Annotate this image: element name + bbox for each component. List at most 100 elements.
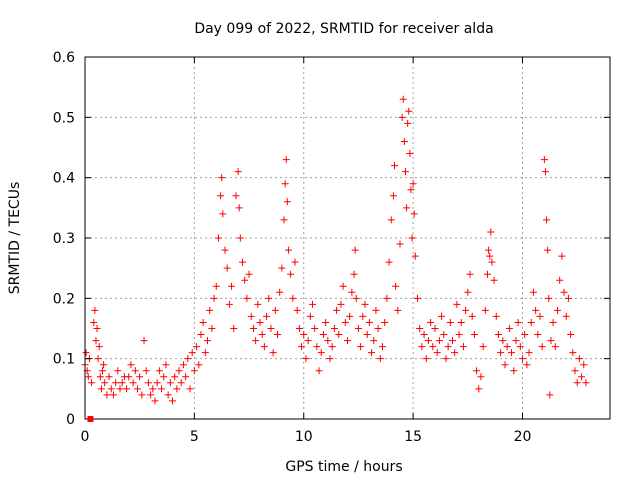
data-point xyxy=(287,270,295,278)
data-point xyxy=(394,306,402,314)
y-tick-label: 0.1 xyxy=(53,352,75,368)
data-point xyxy=(335,331,343,339)
data-point xyxy=(188,349,196,357)
data-point xyxy=(538,343,546,351)
data-point xyxy=(363,331,371,339)
data-point xyxy=(293,306,301,314)
data-point xyxy=(116,385,124,393)
data-point xyxy=(228,282,236,290)
data-point xyxy=(497,349,505,357)
x-tick-label: 0 xyxy=(81,429,90,445)
data-point xyxy=(197,331,205,339)
data-point xyxy=(136,373,144,381)
data-point xyxy=(440,331,448,339)
data-point xyxy=(269,349,277,357)
data-point xyxy=(455,331,463,339)
data-point xyxy=(144,379,152,387)
data-point xyxy=(223,264,231,272)
data-point xyxy=(322,318,330,326)
data-point xyxy=(309,300,316,308)
data-point xyxy=(427,318,435,326)
data-point xyxy=(317,349,325,357)
data-point xyxy=(534,331,542,339)
data-point xyxy=(252,337,260,345)
data-point xyxy=(324,337,332,345)
data-point xyxy=(514,318,522,326)
data-point xyxy=(195,361,203,369)
data-point xyxy=(406,150,414,158)
data-point xyxy=(88,379,96,387)
data-point xyxy=(442,355,450,363)
data-point xyxy=(521,331,529,339)
data-point xyxy=(201,349,209,357)
data-point xyxy=(328,343,336,351)
data-point xyxy=(339,282,347,290)
x-tick-label: 15 xyxy=(404,429,422,445)
data-point xyxy=(383,294,391,302)
y-tick-label: 0 xyxy=(66,412,75,428)
data-point xyxy=(138,391,146,399)
data-point xyxy=(326,355,334,363)
data-point xyxy=(392,282,400,290)
data-point xyxy=(422,355,430,363)
data-point xyxy=(92,337,100,345)
data-point xyxy=(221,246,229,254)
zero-point-marker xyxy=(87,416,94,422)
y-tick-label: 0.4 xyxy=(53,171,75,187)
data-point xyxy=(376,355,384,363)
data-point xyxy=(444,343,452,351)
data-point xyxy=(487,228,495,236)
data-point xyxy=(411,252,419,260)
data-point xyxy=(164,391,172,399)
data-point xyxy=(361,300,369,308)
data-point xyxy=(219,210,227,218)
data-point xyxy=(569,349,577,357)
data-point xyxy=(109,391,117,399)
data-point xyxy=(475,385,483,393)
data-point xyxy=(243,294,251,302)
data-point xyxy=(346,312,354,320)
data-point xyxy=(280,216,288,224)
data-point xyxy=(503,343,511,351)
data-point xyxy=(494,331,502,339)
data-point xyxy=(546,391,554,399)
data-point xyxy=(396,240,404,248)
data-point xyxy=(407,186,415,194)
data-point xyxy=(510,367,518,375)
data-point xyxy=(391,162,399,170)
data-point xyxy=(267,325,275,332)
x-tick-label: 5 xyxy=(190,429,199,445)
data-point xyxy=(545,294,553,302)
data-point xyxy=(179,361,187,369)
y-tick-label: 0.6 xyxy=(53,50,75,66)
data-point xyxy=(258,331,266,339)
data-point xyxy=(398,113,406,121)
data-point xyxy=(409,180,417,188)
data-point xyxy=(554,306,561,314)
data-point xyxy=(127,361,135,369)
data-point xyxy=(214,234,222,242)
data-point xyxy=(306,312,314,320)
data-point xyxy=(451,349,459,357)
data-point xyxy=(549,318,557,326)
data-point xyxy=(457,318,465,326)
data-point xyxy=(420,331,428,339)
data-point xyxy=(424,337,432,345)
data-point xyxy=(234,168,242,176)
data-point xyxy=(140,337,148,345)
data-point xyxy=(311,325,319,332)
data-point xyxy=(249,325,257,332)
data-point xyxy=(302,355,310,363)
data-point xyxy=(91,306,99,314)
data-point xyxy=(206,306,214,314)
data-point xyxy=(153,379,161,387)
data-point xyxy=(527,318,535,326)
data-point xyxy=(177,379,185,387)
data-point xyxy=(431,325,439,332)
data-point xyxy=(479,343,487,351)
data-point xyxy=(571,367,579,375)
data-point xyxy=(278,264,286,272)
data-point xyxy=(449,337,456,345)
data-point xyxy=(532,306,540,314)
